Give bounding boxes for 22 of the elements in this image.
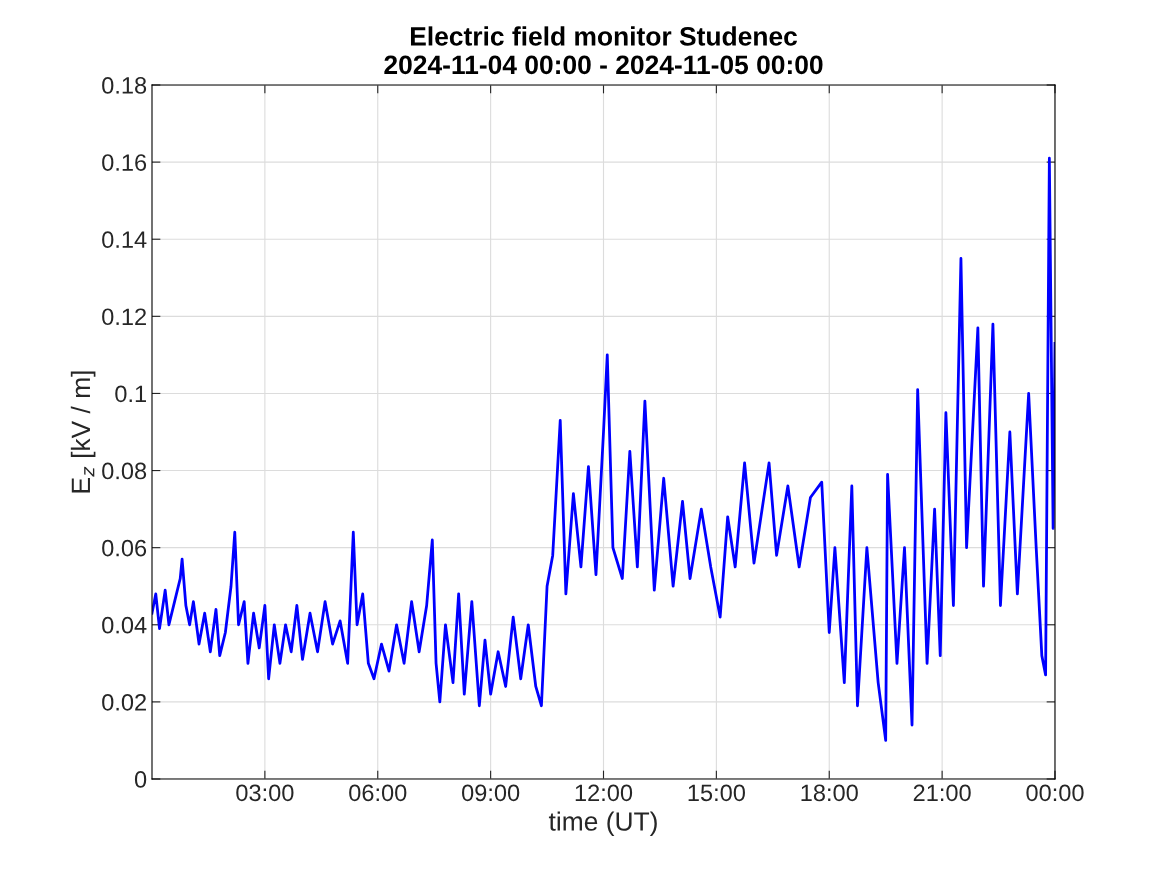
x-tick-label: 21:00 [913,784,971,802]
y-tick-label: 0.18 [102,77,147,94]
y-tick-label: 0.12 [102,308,146,326]
line-series [152,156,1055,742]
y-tick-label: 0.08 [102,462,147,480]
x-tick-label: 00:00 [1026,784,1084,802]
y-axis-title: E$_{z}$ [kV / m] [70,371,96,493]
x-tick-label: 18:00 [801,784,858,802]
y-tick-label: 0.1 [115,385,146,403]
chart-title: Electric field monitor Studenec 2024-11-04 00:00 - 2024-11-05 00:00 [384,26,823,75]
y-tick-label: 0.06 [102,539,147,557]
x-tick-label: 09:00 [462,784,520,802]
x-tick-label: 15:00 [688,784,745,802]
y-tick-label: 0.16 [102,154,147,171]
x-axis-title: time (UT) [548,811,657,837]
x-tick-label: 12:00 [575,784,633,802]
x-tick-label: 06:00 [349,784,407,802]
y-tick-label: 0 [134,771,147,788]
y-tick-label: 0.02 [102,693,146,711]
y-tick-label: 0.14 [102,231,147,249]
y-tick-label: 0.04 [102,616,147,634]
x-tick-label: 03:00 [236,784,294,802]
